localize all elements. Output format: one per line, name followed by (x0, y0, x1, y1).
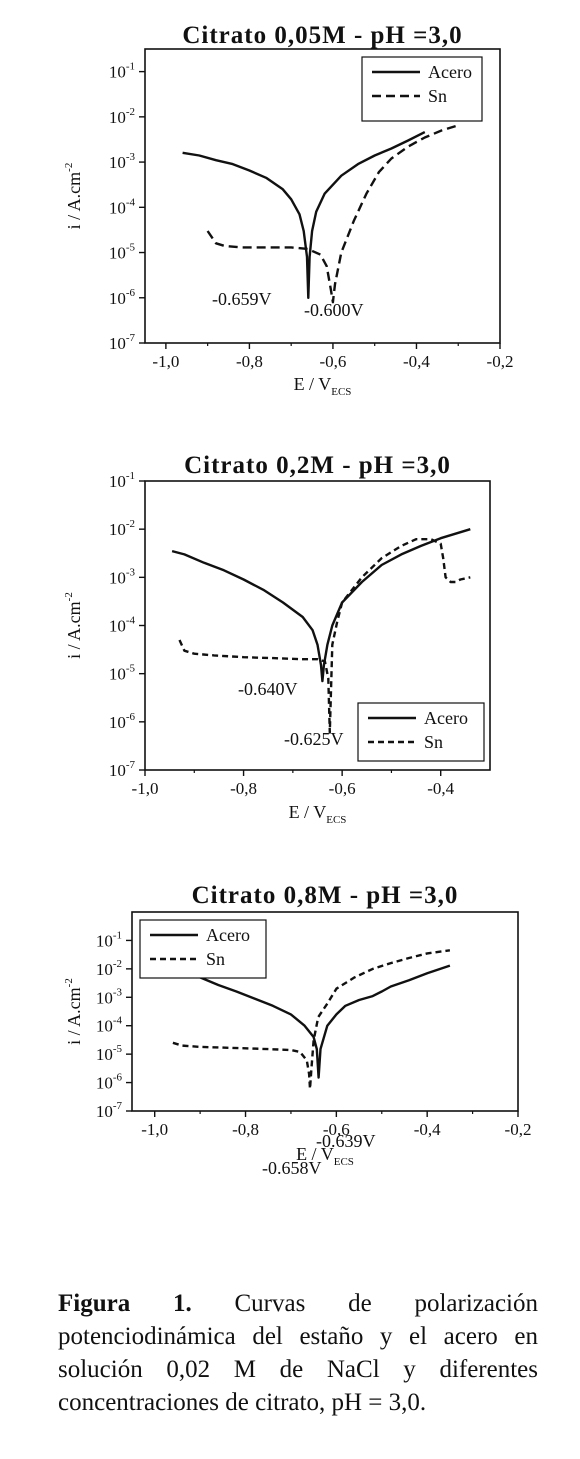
y-tick-label: 10-1 (109, 470, 135, 491)
legend-label-sn: Sn (428, 86, 447, 106)
y-axis-label: i / A.cm-2 (63, 163, 84, 230)
legend-label-acero: Acero (424, 708, 468, 728)
x-tick-label: -0,8 (236, 352, 263, 371)
figure: Citrato 0,05M - pH =3,0 -1,0 -0,8 -0,6 -0,4 -… (63, 22, 531, 1178)
y-tick-label: 10-7 (109, 759, 136, 780)
legend: Acero Sn (361, 56, 483, 122)
y-axis-label: i / A.cm-2 (63, 592, 84, 659)
x-tick-label: -1,0 (152, 352, 179, 371)
x-tick-label: -1,0 (132, 779, 159, 798)
caption-text: Curvas de polarización potenciodinámica … (58, 1290, 538, 1416)
y-tick-label: 10-2 (109, 518, 135, 539)
y-tick-label: 10-5 (109, 242, 136, 263)
y-tick-label: 10-3 (96, 986, 123, 1007)
legend: Acero Sn (357, 702, 485, 762)
x-tick-label: -0,4 (427, 779, 454, 798)
legend-box (357, 702, 485, 762)
y-tick-label: 10-7 (96, 1100, 123, 1121)
y-tick-label: 10-4 (109, 196, 136, 217)
y-tick-label: 10-3 (109, 566, 136, 587)
y-tick-label: 10-6 (96, 1072, 123, 1093)
series-line-acero (182, 131, 426, 299)
series-line-acero (171, 528, 471, 683)
x-tick-label: -0,8 (230, 779, 257, 798)
x-tick-label: -0,4 (403, 352, 430, 371)
x-tick-label: -0,6 (319, 352, 346, 371)
plot-frame (144, 48, 501, 344)
legend-label-sn: Sn (206, 949, 225, 969)
legend: Acero Sn (139, 919, 267, 979)
series-line-sn (178, 538, 471, 734)
x-axis-label: E / VECS (296, 1144, 354, 1168)
y-tick-label: 10-3 (109, 151, 136, 172)
y-tick-label: 10-2 (96, 958, 122, 979)
legend-box (361, 56, 483, 122)
chart-panel-2: Citrato 0,2M - pH =3,0 -1,0 -0,8 -0,6 -0,4 10… (63, 452, 491, 826)
caption-label: Figura 1. (58, 1290, 192, 1317)
y-tick-label: 10-4 (109, 615, 136, 636)
y-tick-label: 10-2 (109, 106, 135, 127)
chart-title: Citrato 0,2M - pH =3,0 (184, 452, 451, 479)
annotation-label: -0.659V (212, 289, 272, 309)
figure-caption: Figura 1. Curvas de polarización potenci… (58, 1287, 538, 1419)
series-line-sn (206, 124, 459, 304)
plot-frame (131, 911, 519, 1112)
annotation-label: -0.658V (262, 1158, 322, 1178)
x-tick-label: -0,8 (232, 1120, 259, 1139)
y-tick-label: 10-6 (109, 711, 136, 732)
y-tick-label: 10-1 (96, 929, 122, 950)
x-tick-label: -0,4 (414, 1120, 441, 1139)
x-tick-label: -1,0 (141, 1120, 168, 1139)
x-axis-label: E / VECS (294, 374, 352, 398)
x-tick-label: -0,6 (323, 1120, 350, 1139)
y-tick-label: 10-4 (96, 1015, 123, 1036)
chart-panel-3: Citrato 0,8M - pH =3,0 -1,0 -0,8 -0,6 -0,4 -0… (63, 882, 531, 1178)
chart-title: Citrato 0,05M - pH =3,0 (182, 22, 462, 49)
annotation-label: -0.600V (304, 300, 364, 320)
legend-label-acero: Acero (428, 62, 472, 82)
y-tick-label: 10-5 (109, 663, 136, 684)
chart-panel-1: Citrato 0,05M - pH =3,0 -1,0 -0,8 -0,6 -0,4 -… (63, 22, 513, 398)
y-tick-label: 10-5 (96, 1043, 123, 1064)
annotation-label: -0.639V (316, 1131, 376, 1151)
y-tick-label: 10-7 (109, 332, 136, 353)
x-tick-label: -0,2 (505, 1120, 532, 1139)
chart-title: Citrato 0,8M - pH =3,0 (192, 882, 459, 909)
legend-box (139, 919, 267, 979)
x-tick-label: -0,2 (487, 352, 514, 371)
legend-label-acero: Acero (206, 925, 250, 945)
y-tick-label: 10-6 (109, 287, 136, 308)
annotation-label: -0.625V (284, 729, 344, 749)
annotation-label: -0.640V (238, 679, 298, 699)
y-tick-label: 10-1 (109, 61, 135, 82)
legend-label-sn: Sn (424, 732, 443, 752)
series-line-sn (172, 949, 451, 1091)
x-tick-label: -0,6 (329, 779, 356, 798)
y-axis-label: i / A.cm-2 (63, 978, 84, 1045)
series-line-acero (181, 964, 451, 1079)
x-axis-label: E / VECS (289, 802, 347, 826)
